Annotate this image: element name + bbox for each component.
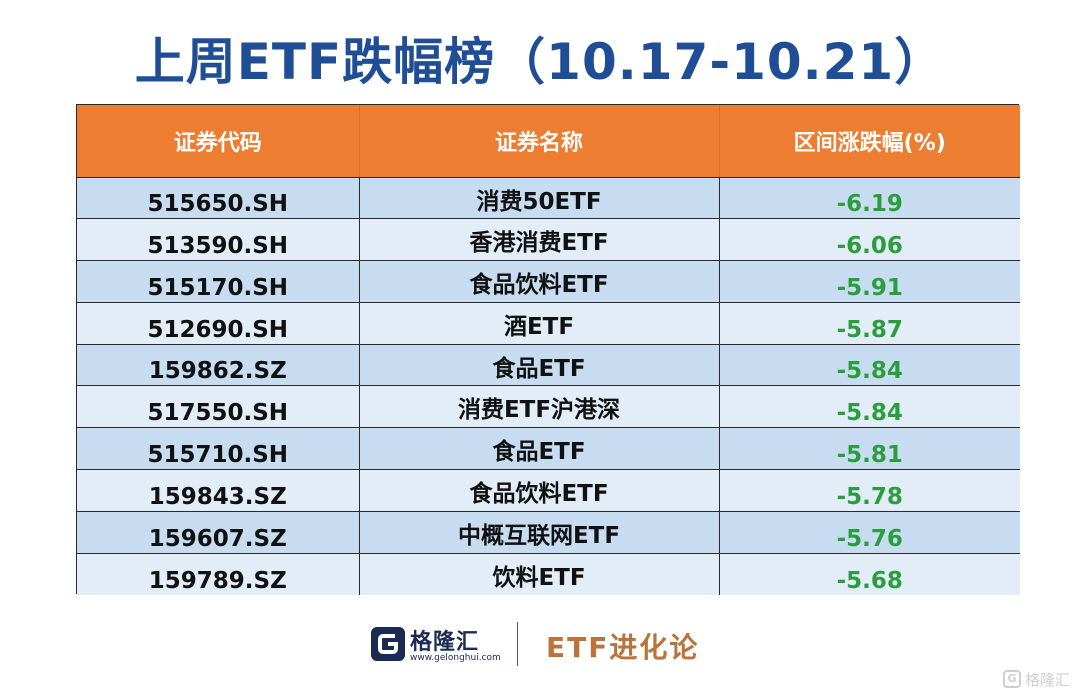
footer-divider: [517, 622, 518, 666]
table-row: 517550.SH 消费ETF沪港深 -5.84: [77, 385, 1020, 429]
security-name-cell: 食品ETF: [359, 427, 720, 471]
period-change-cell: -6.19: [719, 177, 1020, 220]
security-code-cell: 159789.SZ: [77, 553, 360, 595]
table-row: 515170.SH 食品饮料ETF -5.91: [77, 260, 1020, 303]
period-change-cell: -5.81: [719, 427, 1020, 471]
security-name-cell: 中概互联网ETF: [359, 511, 720, 554]
security-name-cell: 食品ETF: [359, 344, 720, 387]
security-code-cell: 159843.SZ: [77, 469, 360, 512]
period-change-cell: -5.68: [719, 553, 1020, 595]
security-code-cell: 513590.SH: [77, 218, 360, 262]
logo-url: www.gelonghui.com: [410, 653, 501, 663]
footer-tagline: ETF进化论: [546, 631, 700, 664]
security-code-cell: 515650.SH: [77, 177, 360, 220]
table-header-row: 证券代码 证券名称 区间涨跌幅(%): [77, 105, 1020, 178]
page-title: 上周ETF跌幅榜（10.17-10.21）: [134, 33, 946, 91]
security-name-cell: 饮料ETF: [359, 553, 720, 595]
security-name-cell: 食品饮料ETF: [359, 469, 720, 512]
etf-decline-table: 证券代码 证券名称 区间涨跌幅(%) 515650.SH 消费50ETF -6.19…: [76, 104, 1020, 595]
table-row: 515710.SH 食品ETF -5.81: [77, 427, 1020, 471]
watermark: G 格隆汇: [1002, 668, 1070, 690]
logo-text: 格隆汇: [410, 630, 480, 655]
security-code-cell: 159862.SZ: [77, 344, 360, 387]
gelonghui-watermark-icon: G: [1002, 670, 1021, 688]
header-security-code: 证券代码: [77, 105, 360, 178]
header-security-name: 证券名称: [359, 105, 720, 178]
security-name-cell: 酒ETF: [359, 302, 720, 345]
period-change-cell: -6.06: [719, 218, 1020, 262]
gelonghui-logo-icon: [371, 627, 405, 661]
period-change-cell: -5.84: [719, 344, 1020, 387]
table-row: 159789.SZ 饮料ETF -5.68: [77, 553, 1020, 595]
security-name-cell: 消费ETF沪港深: [359, 385, 720, 429]
security-name-cell: 香港消费ETF: [359, 218, 720, 262]
period-change-cell: -5.78: [719, 469, 1020, 512]
header-period-change: 区间涨跌幅(%): [719, 105, 1020, 178]
security-code-cell: 515170.SH: [77, 260, 360, 303]
table-row: 513590.SH 香港消费ETF -6.06: [77, 218, 1020, 262]
table-row: 159843.SZ 食品饮料ETF -5.78: [77, 469, 1020, 512]
period-change-cell: -5.87: [719, 302, 1020, 345]
table-row: 159862.SZ 食品ETF -5.84: [77, 344, 1020, 387]
period-change-cell: -5.84: [719, 385, 1020, 429]
security-code-cell: 159607.SZ: [77, 511, 360, 554]
footer: 格隆汇 www.gelonghui.com ETF进化论: [0, 620, 1080, 670]
security-code-cell: 512690.SH: [77, 302, 360, 345]
table-row: 515650.SH 消费50ETF -6.19: [77, 177, 1020, 220]
security-name-cell: 消费50ETF: [359, 177, 720, 220]
security-code-cell: 517550.SH: [77, 385, 360, 429]
security-code-cell: 515710.SH: [77, 427, 360, 471]
period-change-cell: -5.91: [719, 260, 1020, 303]
watermark-text: 格隆汇: [1024, 670, 1070, 689]
table-row: 512690.SH 酒ETF -5.87: [77, 302, 1020, 345]
table-row: 159607.SZ 中概互联网ETF -5.76: [77, 511, 1020, 554]
security-name-cell: 食品饮料ETF: [359, 260, 720, 303]
period-change-cell: -5.76: [719, 511, 1020, 554]
